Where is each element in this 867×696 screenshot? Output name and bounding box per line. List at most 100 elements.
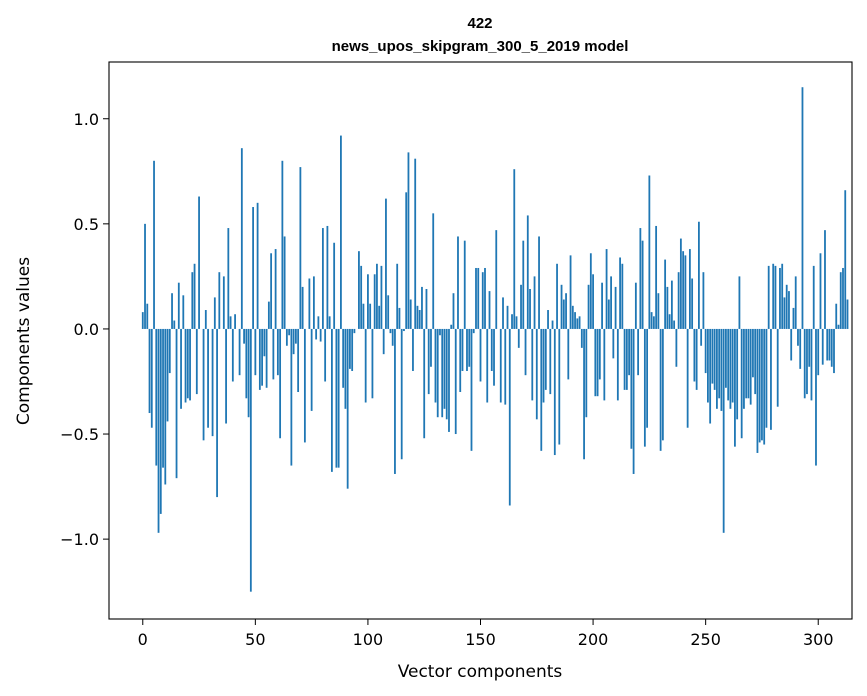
bar-71: [301, 286, 304, 329]
bar-200: [592, 274, 594, 329]
y-axis-label: Components values: [14, 257, 34, 425]
bar-128: [430, 328, 432, 367]
bar-27: [202, 328, 205, 441]
bar-25: [198, 196, 200, 329]
bar-132: [439, 328, 441, 336]
bar-81: [324, 328, 327, 382]
bar-163: [508, 328, 511, 506]
bar-251: [707, 328, 709, 403]
bar-191: [571, 305, 574, 329]
bar-28: [204, 310, 207, 329]
bar-1: [144, 223, 146, 329]
bar-32: [213, 297, 216, 329]
bar-75: [310, 328, 313, 411]
bar-269: [747, 328, 750, 399]
bar-274: [758, 328, 761, 443]
x-tick-label: 0: [138, 630, 148, 649]
bar-108: [385, 198, 387, 329]
bar-127: [427, 328, 430, 395]
bar-240: [682, 251, 685, 329]
bar-56: [267, 301, 270, 329]
bar-64: [285, 328, 288, 346]
bar-183: [553, 328, 556, 456]
bar-205: [603, 328, 606, 401]
bar-213: [621, 263, 624, 329]
bar-22: [191, 272, 194, 329]
bar-172: [529, 289, 531, 329]
x-tick-label: 100: [353, 630, 384, 649]
bar-238: [677, 272, 680, 329]
bar-184: [556, 263, 558, 329]
bar-2: [146, 303, 149, 329]
bar-219: [634, 282, 637, 329]
bar-250: [704, 328, 707, 374]
bar-258: [722, 328, 725, 533]
bar-279: [770, 328, 772, 430]
bar-5: [153, 160, 155, 329]
bar-190: [569, 255, 572, 329]
bar-291: [797, 328, 799, 346]
bar-218: [632, 328, 635, 474]
bar-77: [315, 328, 318, 340]
bar-40: [231, 328, 234, 382]
bar-44: [240, 148, 243, 329]
bar-97: [360, 265, 363, 329]
bar-52: [258, 328, 261, 390]
bar-144: [466, 328, 468, 371]
bar-55: [265, 328, 268, 388]
bar-301: [819, 253, 822, 329]
bar-195: [580, 328, 583, 348]
bar-170: [524, 328, 527, 376]
bar-48: [249, 328, 252, 592]
bar-210: [614, 286, 617, 329]
bar-283: [779, 267, 781, 329]
bar-273: [756, 328, 759, 453]
bar-265: [738, 276, 741, 329]
bar-180: [547, 310, 549, 329]
bar-194: [578, 316, 581, 329]
bar-87: [337, 328, 340, 468]
bar-268: [745, 328, 748, 399]
bar-60: [276, 328, 279, 376]
bar-266: [740, 328, 743, 439]
bar-282: [776, 328, 779, 407]
bar-19: [184, 328, 187, 403]
bar-65: [288, 328, 291, 336]
bar-72: [303, 328, 306, 443]
bar-288: [790, 328, 793, 361]
bar-99: [364, 328, 367, 403]
bar-157: [495, 230, 498, 329]
bar-162: [506, 305, 509, 329]
bar-80: [321, 228, 324, 329]
bar-223: [643, 328, 646, 447]
x-tick-label: 150: [465, 630, 496, 649]
bar-63: [283, 236, 286, 329]
bar-74: [308, 278, 311, 329]
bar-155: [490, 328, 493, 371]
bar-107: [382, 328, 385, 355]
bar-113: [396, 263, 399, 329]
bar-188: [565, 293, 567, 329]
bar-4: [150, 328, 153, 428]
bar-207: [607, 299, 610, 329]
bar-105: [378, 305, 381, 329]
bar-181: [549, 328, 552, 395]
bar-153: [486, 328, 489, 403]
bar-187: [562, 299, 565, 329]
x-tick-label: 50: [245, 630, 265, 649]
y-axis-ticks: −1.0 −0.5 0.0 0.5 1.0: [60, 110, 109, 549]
x-axis-label: Vector components: [398, 662, 563, 682]
bar-114: [398, 307, 401, 329]
bar-257: [720, 328, 723, 411]
bar-292: [799, 328, 802, 369]
bar-171: [526, 215, 529, 329]
bar-100: [367, 274, 369, 329]
bar-284: [781, 263, 784, 329]
bar-17: [180, 328, 182, 409]
bar-270: [749, 328, 752, 405]
bar-121: [414, 158, 417, 329]
bar-135: [445, 328, 448, 420]
bar-212: [619, 257, 621, 329]
bar-263: [734, 328, 736, 447]
